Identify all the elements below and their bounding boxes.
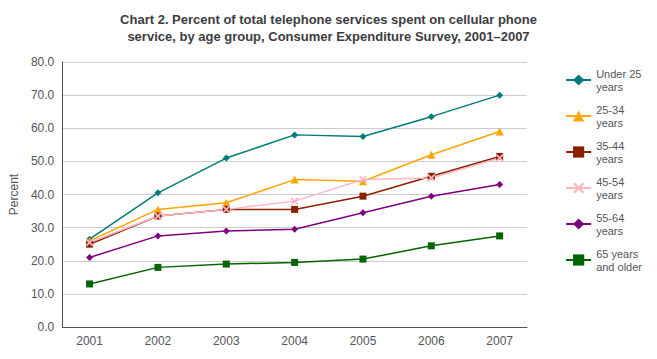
svg-text:2005: 2005 (350, 334, 377, 348)
svg-text:80.0: 80.0 (31, 55, 55, 69)
svg-text:years: years (596, 225, 623, 237)
svg-text:2006: 2006 (418, 334, 445, 348)
svg-text:70.0: 70.0 (31, 88, 55, 102)
svg-text:service, by age group, Consume: service, by age group, Consumer Expendit… (127, 29, 529, 44)
svg-text:and older: and older (596, 261, 642, 273)
svg-text:years: years (596, 117, 623, 129)
svg-text:Under 25: Under 25 (596, 68, 641, 80)
svg-text:Chart 2. Percent of total tele: Chart 2. Percent of total telephone serv… (120, 12, 537, 27)
svg-text:2007: 2007 (486, 334, 513, 348)
svg-text:2004: 2004 (281, 334, 308, 348)
svg-text:2003: 2003 (213, 334, 240, 348)
svg-text:10.0: 10.0 (31, 287, 55, 301)
svg-text:40.0: 40.0 (31, 188, 55, 202)
svg-text:50.0: 50.0 (31, 154, 55, 168)
svg-text:55-64: 55-64 (596, 212, 624, 224)
svg-text:45-54: 45-54 (596, 176, 624, 188)
svg-text:60.0: 60.0 (31, 121, 55, 135)
svg-text:0.0: 0.0 (38, 320, 55, 334)
svg-text:years: years (596, 189, 623, 201)
svg-text:Percent: Percent (7, 173, 21, 215)
svg-text:65 years: 65 years (596, 248, 639, 260)
svg-text:25-34: 25-34 (596, 104, 624, 116)
svg-text:35-44: 35-44 (596, 140, 624, 152)
svg-text:20.0: 20.0 (31, 254, 55, 268)
svg-text:30.0: 30.0 (31, 221, 55, 235)
svg-text:2001: 2001 (76, 334, 103, 348)
svg-text:years: years (596, 81, 623, 93)
svg-text:2002: 2002 (145, 334, 172, 348)
svg-text:years: years (596, 153, 623, 165)
